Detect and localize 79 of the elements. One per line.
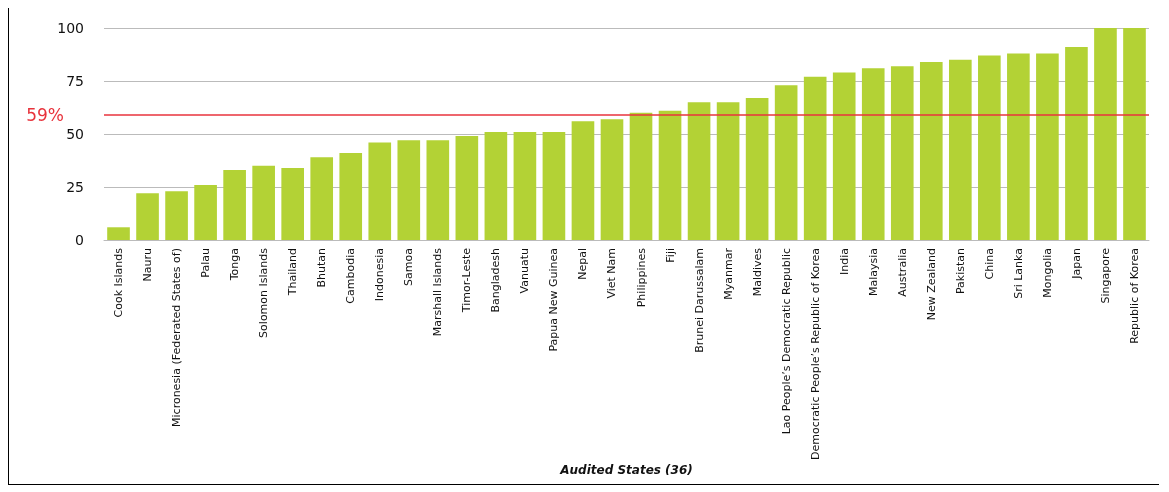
x-tick-label: Maldives	[750, 247, 764, 297]
bar	[1123, 28, 1146, 240]
bar	[571, 121, 595, 240]
bar	[803, 76, 827, 240]
bar	[716, 102, 740, 240]
y-tick-label: 25	[66, 179, 84, 195]
x-tick-label: China	[982, 248, 996, 280]
x-tick-label: Micronesia (Federated States of)	[170, 248, 184, 427]
x-tick-label: Nauru	[141, 248, 155, 282]
y-tick-label: 75	[66, 73, 84, 89]
x-tick-label: Myanmar	[721, 247, 735, 300]
x-tick-label: Mongolia	[1040, 248, 1054, 298]
bar	[484, 131, 508, 240]
x-tick-label: India	[837, 248, 851, 275]
bar	[513, 131, 537, 240]
bar	[629, 112, 653, 240]
x-tick-label: Thailand	[286, 248, 300, 297]
x-tick-label: New Zealand	[924, 248, 938, 321]
bar	[426, 140, 450, 240]
bar	[252, 165, 275, 240]
x-tick-label: Cook Islands	[112, 247, 126, 318]
bar	[107, 227, 130, 240]
bar	[832, 72, 856, 240]
bar	[1036, 53, 1059, 240]
y-tick-label: 50	[66, 126, 84, 142]
bar	[658, 110, 682, 240]
bar	[1094, 28, 1117, 240]
x-tick-label: Viet Nam	[605, 248, 619, 299]
x-tick-label: Fiji	[663, 248, 677, 263]
bar	[310, 157, 334, 240]
x-tick-label: Pakistan	[953, 247, 967, 295]
bar	[600, 119, 624, 240]
bar	[281, 167, 304, 240]
x-tick-label: Malaysia	[866, 248, 880, 297]
x-tick-label: Marshall Islands	[431, 247, 445, 337]
x-tick-label: Democratic People’s Republic of Korea	[808, 248, 822, 460]
x-tick-label: Japan	[1069, 247, 1083, 280]
x-tick-label: Papua New Guinea	[547, 248, 561, 352]
x-tick-label: Timor-Leste	[460, 247, 474, 314]
x-tick-label: Singapore	[1098, 247, 1112, 304]
bar	[745, 97, 769, 240]
x-tick-label: Bangladesh	[489, 247, 503, 313]
bar	[978, 55, 1001, 240]
x-axis-title: Audited States (36)	[559, 462, 693, 477]
bar	[368, 142, 392, 240]
y-tick-label: 0	[75, 232, 84, 248]
x-tick-label: Republic of Korea	[1127, 248, 1141, 344]
x-tick-label: Palau	[199, 248, 213, 278]
x-tick-label: Brunei Darussalam	[692, 248, 706, 353]
bar	[774, 85, 798, 240]
x-tick-label: Vanuatu	[518, 248, 532, 294]
bar	[542, 131, 566, 240]
bar	[194, 184, 217, 240]
x-tick-label: Sri Lanka	[1011, 248, 1025, 299]
x-tick-label: Philippines	[634, 247, 648, 308]
bar	[949, 59, 972, 240]
bar	[1007, 53, 1030, 240]
bar	[223, 170, 246, 240]
x-tick-label: Bhutan	[315, 247, 329, 288]
x-tick-label: Nepal	[576, 248, 590, 280]
bar	[455, 136, 479, 240]
bar	[890, 66, 914, 240]
bar	[687, 102, 711, 240]
bar	[919, 61, 943, 240]
x-tick-label: Tonga	[228, 248, 242, 282]
ref-line-label: 59%	[26, 104, 64, 125]
x-tick-label: Lao People’s Democratic Republic	[779, 248, 793, 435]
bar	[165, 191, 188, 240]
y-tick-label: 100	[57, 20, 84, 36]
bar	[861, 68, 885, 240]
x-tick-label: Samoa	[402, 248, 416, 286]
bar	[339, 153, 363, 240]
x-tick-label: Australia	[895, 248, 909, 297]
bar	[1065, 47, 1088, 240]
bar	[397, 140, 421, 240]
bar	[136, 193, 159, 240]
x-tick-label: Indonesia	[373, 248, 387, 302]
x-tick-label: Solomon Islands	[257, 247, 271, 338]
x-tick-label: Cambodia	[344, 248, 358, 304]
